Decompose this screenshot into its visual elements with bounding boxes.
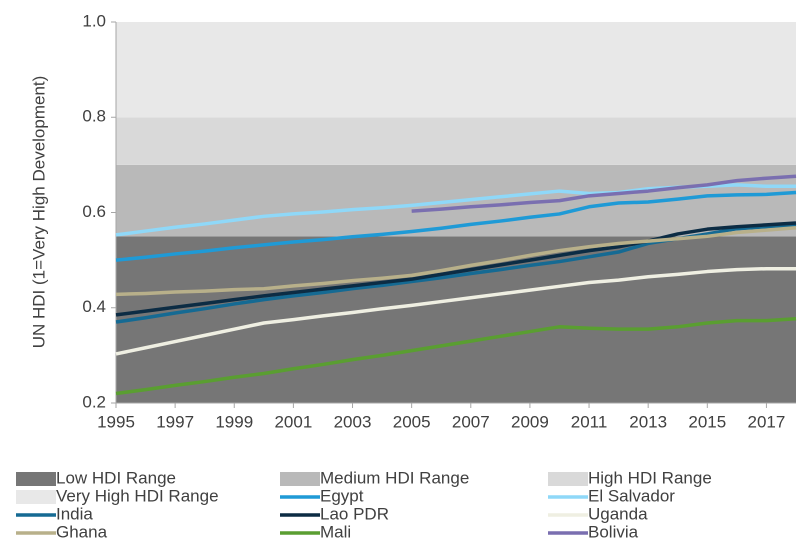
legend-label: Uganda [588, 504, 648, 523]
series-line [115, 316, 797, 396]
legend-swatch [548, 472, 588, 486]
hdi-band [116, 236, 796, 403]
y-axis-label: UN HDI (1=Very High Development) [29, 76, 48, 349]
x-tick-label: 2015 [688, 412, 726, 431]
x-tick-label: 1999 [215, 412, 253, 431]
legend-swatch [280, 472, 320, 486]
legend-label: India [56, 504, 93, 523]
x-tick-label: 2003 [334, 412, 372, 431]
hdi-band [116, 117, 796, 165]
series-line [115, 221, 797, 317]
legend-swatch [16, 472, 56, 486]
x-tick-label: 1995 [97, 412, 135, 431]
legend-label: Bolivia [588, 522, 639, 541]
x-tick-label: 1997 [156, 412, 194, 431]
series-line [115, 190, 797, 262]
legend-label: Lao PDR [320, 504, 389, 523]
series-line [115, 225, 797, 297]
x-tick-label: 2017 [748, 412, 786, 431]
legend-label: Very High HDI Range [56, 486, 219, 505]
x-tick-label: 2001 [274, 412, 312, 431]
x-tick-label: 2013 [629, 412, 667, 431]
y-tick-label: 0.8 [82, 107, 106, 126]
y-tick-label: 0.4 [82, 297, 106, 316]
legend-label: Low HDI Range [56, 468, 176, 487]
legend-label: Medium HDI Range [320, 468, 469, 487]
hdi-band [116, 22, 796, 118]
y-tick-label: 0.6 [82, 202, 106, 221]
series-line [411, 174, 797, 213]
legend-swatch [16, 490, 56, 504]
y-tick-label: 1.0 [82, 11, 106, 30]
x-tick-label: 2007 [452, 412, 490, 431]
legend-label: High HDI Range [588, 468, 712, 487]
legend-label: Egypt [320, 486, 364, 505]
y-tick-label: 0.2 [82, 392, 106, 411]
legend-label: El Salvador [588, 486, 675, 505]
legend-label: Mali [320, 522, 351, 541]
legend-label: Ghana [56, 522, 108, 541]
x-tick-label: 2009 [511, 412, 549, 431]
x-tick-label: 2011 [571, 412, 608, 431]
x-tick-label: 2005 [393, 412, 431, 431]
series-line [115, 266, 796, 356]
